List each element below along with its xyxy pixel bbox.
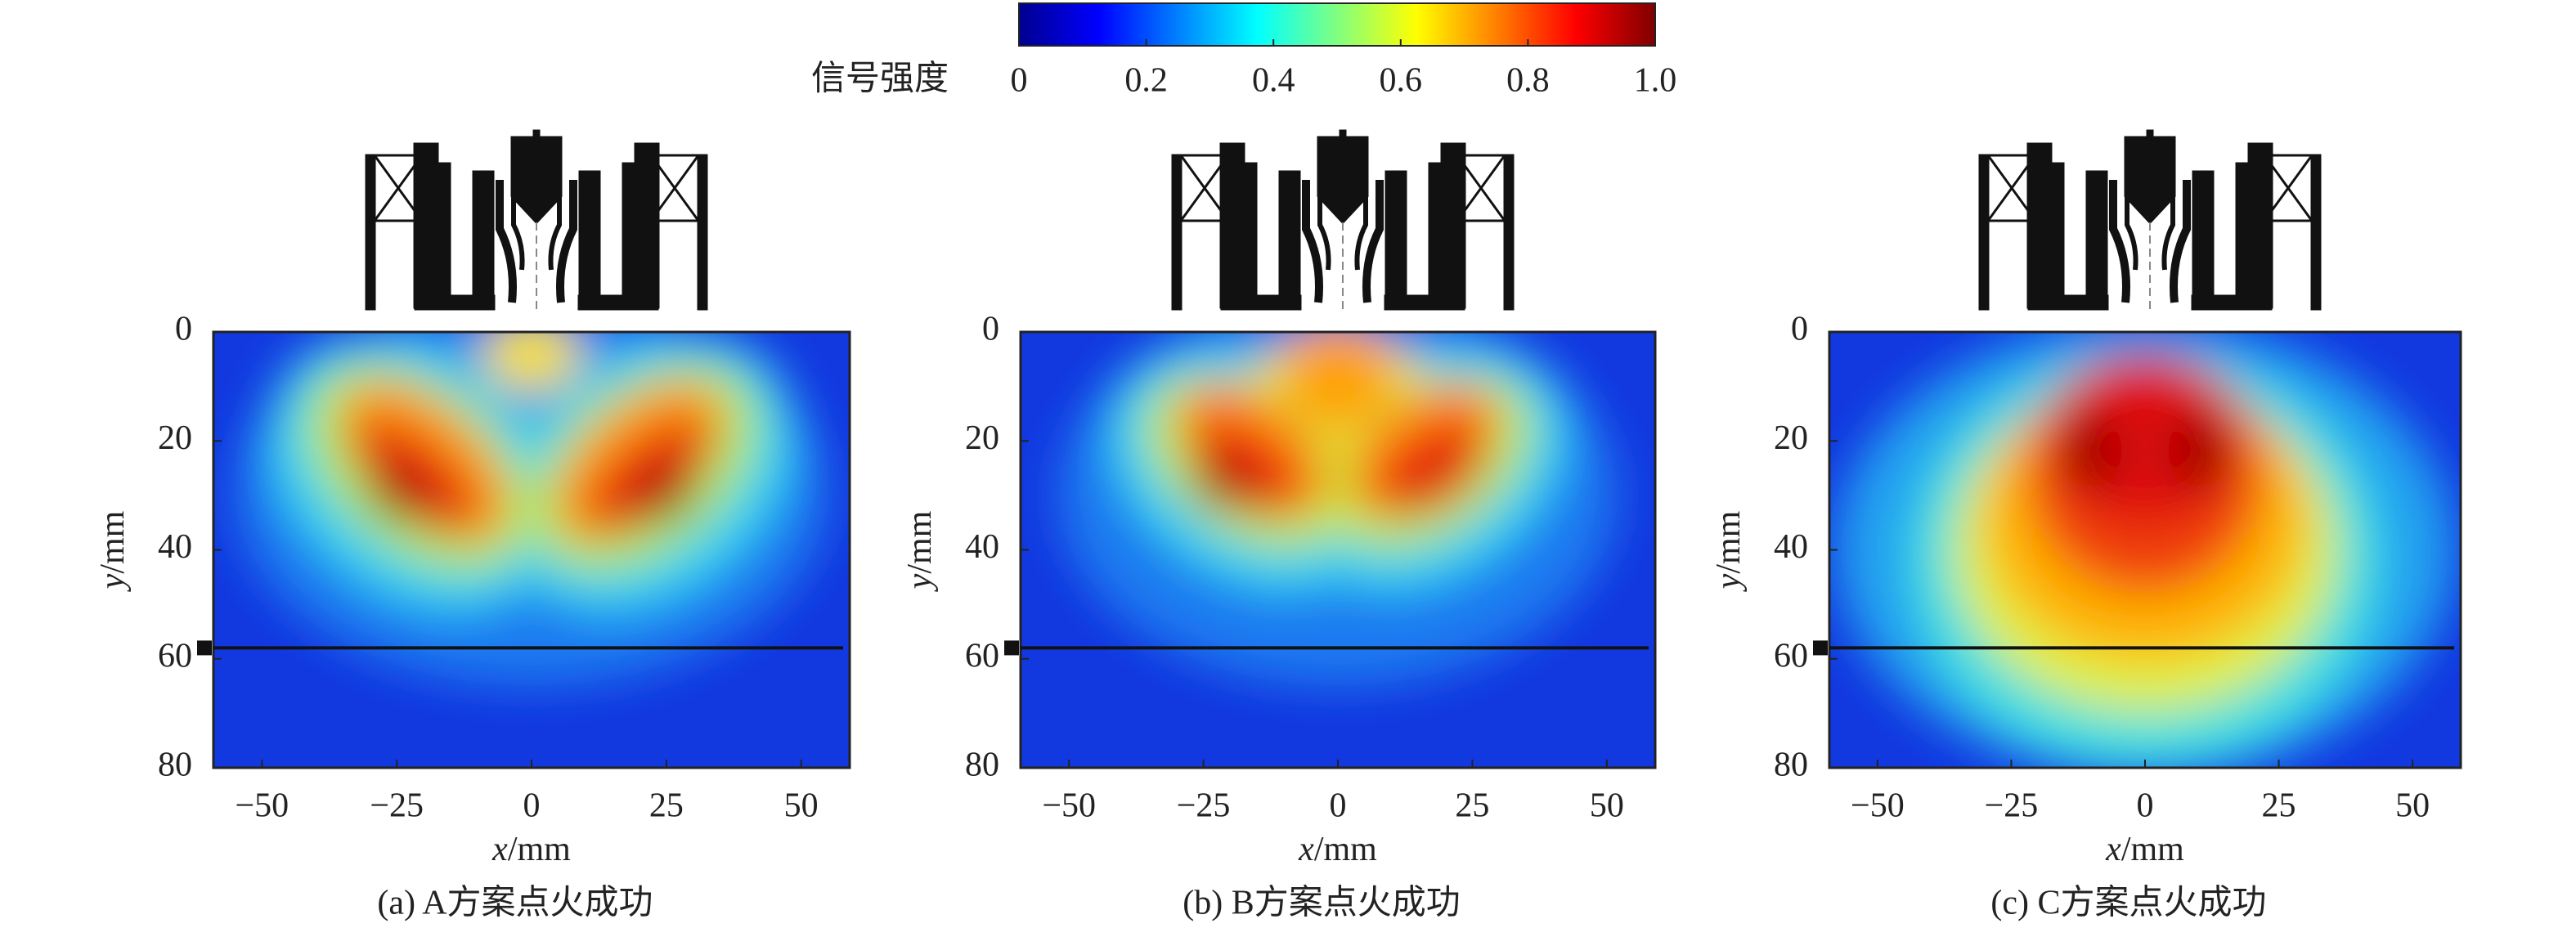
caption: (b) B方案点火成功 xyxy=(1183,884,1461,922)
heat-blob xyxy=(638,468,695,522)
colorbar-label: 信号强度 xyxy=(811,61,949,98)
caption: (a) A方案点火成功 xyxy=(377,884,653,922)
reference-marker xyxy=(1813,640,1828,656)
colorbar xyxy=(1018,2,1656,47)
heat-blob xyxy=(368,468,425,522)
heatmap xyxy=(1829,332,2461,768)
y-tick-label: 20 xyxy=(965,419,999,457)
y-tick-label: 60 xyxy=(965,637,999,675)
heat-blob xyxy=(1382,430,1487,518)
x-tick-label: 50 xyxy=(2395,787,2430,825)
y-tick-label: 20 xyxy=(158,419,192,457)
x-axis-label-unit: /mm xyxy=(2121,831,2184,868)
x-axis-label: x/mm xyxy=(491,831,571,868)
colorbar-tick-label: 0.8 xyxy=(1506,62,1550,100)
injector xyxy=(365,129,708,311)
y-axis-label-unit: /mm xyxy=(901,510,939,573)
y-tick-label: 40 xyxy=(1774,528,1808,566)
y-tick-label: 0 xyxy=(175,311,192,348)
x-tick-label: 25 xyxy=(649,787,684,825)
x-tick-label: 0 xyxy=(523,787,541,825)
y-tick-label: 20 xyxy=(1774,419,1808,457)
y-tick-label: 40 xyxy=(158,528,192,566)
x-tick-label: −50 xyxy=(1851,787,1905,825)
y-axis-label-unit: /mm xyxy=(94,510,132,573)
x-tick-label: 0 xyxy=(1330,787,1347,825)
x-tick-label: 25 xyxy=(2262,787,2296,825)
x-tick-label: 0 xyxy=(2137,787,2154,825)
colorbar-tick-label: 0.4 xyxy=(1252,62,1295,100)
y-tick-label: 80 xyxy=(965,746,999,784)
heat-blob xyxy=(351,424,475,534)
heat-blob xyxy=(2166,413,2231,491)
y-tick-label: 0 xyxy=(982,311,999,348)
x-axis-label-unit: /mm xyxy=(1314,831,1377,868)
injector xyxy=(1171,129,1515,311)
heat-blob xyxy=(2059,413,2124,491)
x-axis-label-var: x xyxy=(1298,831,1314,868)
x-axis-label: x/mm xyxy=(1298,831,1377,868)
colorbar-tick-label: 1.0 xyxy=(1634,62,1677,100)
y-tick-label: 40 xyxy=(965,528,999,566)
reference-marker xyxy=(1004,640,1019,656)
y-axis-label-var: y xyxy=(901,573,939,592)
x-tick-label: 25 xyxy=(1455,787,1489,825)
x-axis-label: x/mm xyxy=(2105,831,2184,868)
y-tick-label: 80 xyxy=(158,746,192,784)
y-axis-label: y/mm xyxy=(901,510,939,592)
heat-blob xyxy=(1194,460,1245,509)
colorbar-tick-label: 0.2 xyxy=(1124,62,1168,100)
heatmap xyxy=(213,332,850,768)
caption: (c) C方案点火成功 xyxy=(1990,884,2266,922)
y-tick-label: 60 xyxy=(158,637,192,675)
heatmap xyxy=(1021,332,1655,768)
y-tick-label: 0 xyxy=(1791,311,1808,348)
y-axis-label: y/mm xyxy=(94,510,132,592)
y-axis-label-var: y xyxy=(1710,573,1748,592)
reference-marker xyxy=(197,640,212,656)
colorbar-tick-label: 0 xyxy=(1011,62,1028,100)
y-tick-label: 60 xyxy=(1774,637,1808,675)
injector xyxy=(1978,129,2322,311)
colorbar-tick-label: 0.6 xyxy=(1380,62,1423,100)
y-tick-label: 80 xyxy=(1774,746,1808,784)
heat-blob xyxy=(482,332,581,392)
x-tick-label: −50 xyxy=(235,787,289,825)
heat-blob xyxy=(588,424,712,534)
x-tick-label: −25 xyxy=(370,787,424,825)
y-axis-label-unit: /mm xyxy=(1710,510,1748,573)
x-tick-label: −25 xyxy=(1177,787,1231,825)
x-tick-label: −25 xyxy=(1985,787,2039,825)
x-axis-label-unit: /mm xyxy=(508,831,571,868)
heat-blob xyxy=(1284,332,1392,430)
x-axis-label-var: x xyxy=(2105,831,2121,868)
x-tick-label: 50 xyxy=(1590,787,1624,825)
heat-blob xyxy=(1189,430,1294,518)
x-tick-label: −50 xyxy=(1042,787,1096,825)
x-tick-label: 50 xyxy=(784,787,819,825)
y-axis-label: y/mm xyxy=(1710,510,1748,592)
y-axis-label-var: y xyxy=(94,573,132,592)
x-axis-label-var: x xyxy=(491,831,508,868)
